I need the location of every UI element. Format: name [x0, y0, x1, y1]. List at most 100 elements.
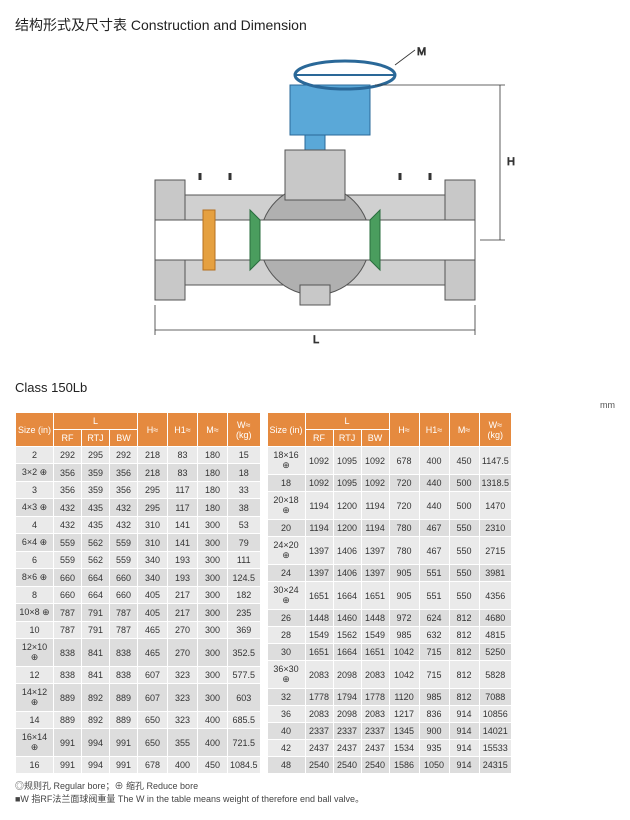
table-row: 10787791787465270300369 [16, 622, 261, 639]
table-cell: 660 [110, 587, 138, 604]
table-cell: 632 [419, 627, 449, 644]
col-RTJ: RTJ [82, 430, 110, 447]
table-cell: 660 [54, 587, 82, 604]
table-cell: 440 [419, 475, 449, 492]
table-cell: 664 [82, 587, 110, 604]
col-RF: RF [54, 430, 82, 447]
table-cell: 994 [82, 729, 110, 757]
table-cell: 2083 [305, 661, 333, 689]
table-cell: 292 [54, 447, 82, 464]
table-cell: 467 [419, 520, 449, 537]
table-cell: 812 [449, 644, 479, 661]
table-row: 4×3 ⊕43243543229511718038 [16, 499, 261, 517]
table-cell: 3×2 ⊕ [16, 464, 54, 482]
table-cell: 36 [267, 706, 305, 723]
table-cell: 791 [82, 604, 110, 622]
table-cell: 24×20 ⊕ [267, 537, 305, 565]
table-cell: 24 [267, 565, 305, 582]
table-cell: 180 [198, 447, 228, 464]
table-cell: 300 [198, 534, 228, 552]
table-cell: 720 [389, 492, 419, 520]
table-left: Size (in) L H≈ H1≈ M≈ W≈ (kg) RF RTJ BW … [15, 412, 261, 774]
table-cell: 1794 [333, 689, 361, 706]
table-cell: 38 [228, 499, 261, 517]
table-row: 40233723372337134590091414021 [267, 723, 512, 740]
table-cell: 218 [138, 447, 168, 464]
table-cell: 36×30 ⊕ [267, 661, 305, 689]
table-cell: 141 [168, 534, 198, 552]
table-cell: 356 [54, 464, 82, 482]
table-cell: 972 [389, 610, 419, 627]
table-cell: 79 [228, 534, 261, 552]
table-cell: 2083 [361, 661, 389, 689]
table-cell: 295 [138, 482, 168, 499]
table-cell: 300 [198, 517, 228, 534]
table-cell: 1586 [389, 757, 419, 774]
table-cell: 42 [267, 740, 305, 757]
table-cell: 550 [449, 565, 479, 582]
table-cell: 30×24 ⊕ [267, 582, 305, 610]
table-cell: 551 [419, 565, 449, 582]
table-cell: 1397 [361, 537, 389, 565]
class-label: Class 150Lb [15, 380, 615, 395]
table-cell: 2540 [305, 757, 333, 774]
table-cell: 359 [82, 464, 110, 482]
table-row: 36208320982083121783691410856 [267, 706, 512, 723]
table-cell: 791 [82, 622, 110, 639]
table-cell: 356 [110, 464, 138, 482]
footnotes: ◎规则孔 Regular bore；⊕ 缩孔 Reduce bore ■W 指R… [15, 780, 615, 805]
table-cell: 1651 [361, 582, 389, 610]
table-cell: 985 [419, 689, 449, 706]
table-row: 482540254025401586105091424315 [267, 757, 512, 774]
table-row: 169919949916784004501084.5 [16, 757, 261, 774]
table-cell: 550 [449, 537, 479, 565]
table-cell: 400 [198, 729, 228, 757]
table-cell: 20 [267, 520, 305, 537]
table-row: 22922952922188318015 [16, 447, 261, 464]
dimension-tables: Size (in) L H≈ H1≈ M≈ W≈ (kg) RF RTJ BW … [15, 412, 615, 774]
table-cell: 7088 [479, 689, 512, 706]
table-cell: 356 [110, 482, 138, 499]
table-cell: 292 [110, 447, 138, 464]
table-cell: 3981 [479, 565, 512, 582]
table-cell: 400 [198, 712, 228, 729]
table-cell: 300 [198, 604, 228, 622]
table-cell: 2540 [361, 757, 389, 774]
valve-diagram: L H M [105, 45, 525, 355]
table-cell: 26 [267, 610, 305, 627]
table-cell: 991 [54, 729, 82, 757]
table-row: 181092109510927204405001318.5 [267, 475, 512, 492]
table-cell: 1194 [361, 520, 389, 537]
table-cell: 559 [54, 534, 82, 552]
table-cell: 14021 [479, 723, 512, 740]
table-cell: 1050 [419, 757, 449, 774]
table-cell: 1460 [333, 610, 361, 627]
table-cell: 1194 [305, 492, 333, 520]
table-cell: 340 [138, 569, 168, 587]
table-cell: 559 [54, 552, 82, 569]
table-cell: 432 [54, 499, 82, 517]
table-cell: 300 [198, 639, 228, 667]
table-cell: 217 [168, 587, 198, 604]
table-cell: 562 [82, 552, 110, 569]
table-cell: 1406 [333, 537, 361, 565]
col-H1: H1≈ [168, 413, 198, 447]
table-cell: 812 [449, 627, 479, 644]
table-cell: 1397 [305, 537, 333, 565]
table-cell: 465 [138, 622, 168, 639]
table-cell: 914 [449, 706, 479, 723]
table-row: 3×2 ⊕3563593562188318018 [16, 464, 261, 482]
table-cell: 310 [138, 517, 168, 534]
table-cell: 20×18 ⊕ [267, 492, 305, 520]
table-cell: 550 [449, 520, 479, 537]
table-cell: 300 [198, 552, 228, 569]
table-cell: 841 [82, 639, 110, 667]
col-size: Size (in) [267, 413, 305, 447]
col-BW: BW [110, 430, 138, 447]
table-cell: 295 [82, 447, 110, 464]
table-cell: 624 [419, 610, 449, 627]
table-cell: 14 [16, 712, 54, 729]
table-cell: 48 [267, 757, 305, 774]
col-W: W≈ (kg) [479, 413, 512, 447]
table-cell: 5828 [479, 661, 512, 689]
